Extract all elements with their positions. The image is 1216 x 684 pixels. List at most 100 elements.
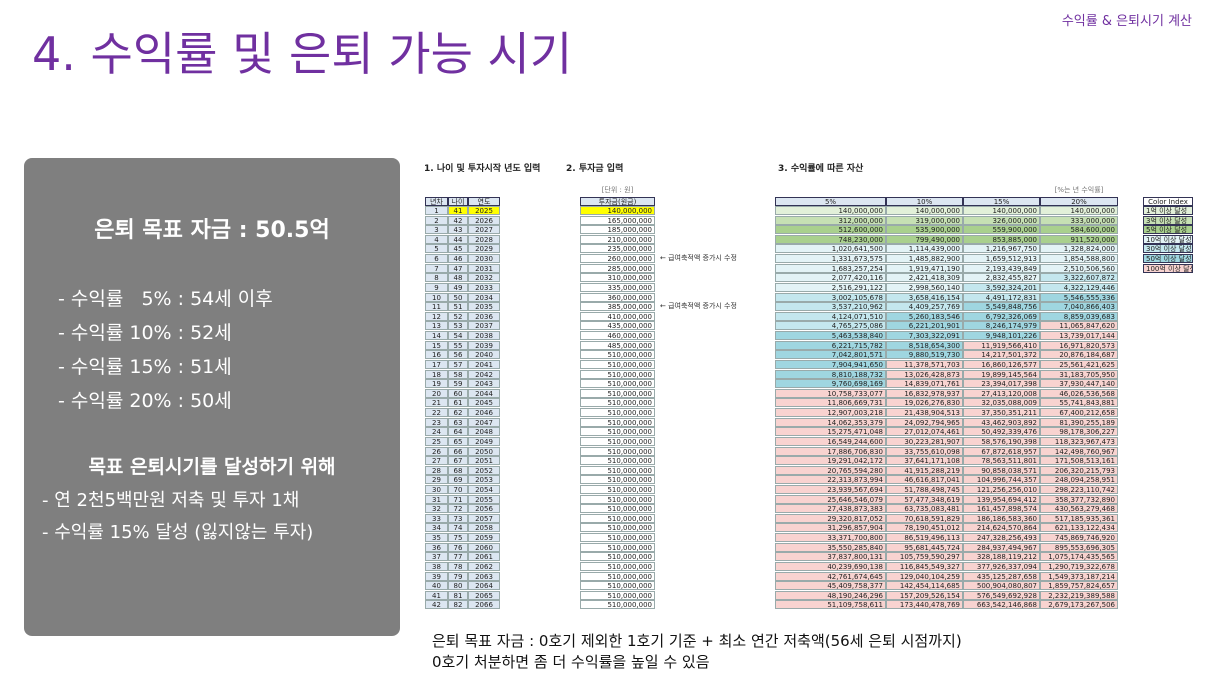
asset-cell: 576,549,692,928 [963, 590, 1040, 600]
year-cell: 50 [448, 292, 468, 302]
asset-cell: 1,328,824,000 [1040, 244, 1118, 254]
year-cell: 80 [448, 581, 468, 591]
year-cell: 43 [448, 225, 468, 235]
asset-cell: 118,323,967,473 [1040, 436, 1118, 446]
asset-cell: 40,239,690,138 [775, 561, 886, 571]
asset-cell: 895,553,696,305 [1040, 542, 1118, 552]
asset-cell: 3,537,210,962 [775, 302, 886, 312]
investment-cell: 510,000,000 [580, 600, 655, 610]
year-cell: 2033 [468, 282, 500, 292]
asset-cell: 41,915,288,219 [886, 465, 963, 475]
investment-cell: 510,000,000 [580, 475, 655, 485]
asset-cell: 27,012,074,461 [886, 427, 963, 437]
asset-cell: 171,508,513,161 [1040, 456, 1118, 466]
asset-cell: 377,926,337,094 [963, 561, 1040, 571]
column-header: 15% [963, 197, 1040, 206]
investment-cell: 510,000,000 [580, 561, 655, 571]
asset-cell: 298,223,110,742 [1040, 484, 1118, 494]
year-cell: 48 [448, 273, 468, 283]
investment-cell: 510,000,000 [580, 436, 655, 446]
investment-cell: 510,000,000 [580, 590, 655, 600]
asset-cell: 517,185,935,361 [1040, 513, 1118, 523]
asset-cell: 559,900,000 [963, 225, 1040, 235]
year-cell: 2030 [468, 254, 500, 264]
asset-cell: 21,438,904,513 [886, 408, 963, 418]
asset-cell: 55,741,843,881 [1040, 398, 1118, 408]
asset-cell: 284,937,494,967 [963, 542, 1040, 552]
column-header: 투자금(원금) [580, 197, 655, 206]
asset-cell: 70,618,591,829 [886, 513, 963, 523]
footnote: 은퇴 목표 자금 : 0호기 제외한 1호기 기준 + 최소 연간 저축액(56… [432, 632, 962, 650]
investment-cell: 235,000,000 [580, 244, 655, 254]
asset-cell: 1,075,174,435,565 [1040, 552, 1118, 562]
year-cell: 29 [425, 475, 448, 485]
year-cell: 25 [425, 436, 448, 446]
year-cell: 7 [425, 263, 448, 273]
year-cell: 40 [425, 581, 448, 591]
asset-cell: 6,221,715,782 [775, 340, 886, 350]
year-cell: 58 [448, 369, 468, 379]
asset-cell: 25,561,421,625 [1040, 359, 1118, 369]
year-cell: 41 [448, 206, 468, 215]
year-cell: 28 [425, 465, 448, 475]
asset-cell: 4,124,071,510 [775, 311, 886, 321]
asset-cell: 67,400,212,658 [1040, 408, 1118, 418]
year-cell: 5 [425, 244, 448, 254]
year-cell: 2034 [468, 292, 500, 302]
year-cell: 36 [425, 542, 448, 552]
asset-cell: 512,600,000 [775, 225, 886, 235]
rate-line: - 수익률 15% : 51세 [58, 356, 232, 378]
asset-cell: 19,291,042,172 [775, 456, 886, 466]
year-cell: 2029 [468, 244, 500, 254]
year-cell: 2047 [468, 417, 500, 427]
asset-cell: 7,303,322,091 [886, 331, 963, 341]
investment-cell: 510,000,000 [580, 398, 655, 408]
column-header: 10% [886, 197, 963, 206]
year-cell: 18 [425, 369, 448, 379]
asset-cell: 31,183,705,950 [1040, 369, 1118, 379]
column-header: 년차 [425, 197, 448, 206]
asset-cell: 15,275,471,048 [775, 427, 886, 437]
investment-cell: 510,000,000 [580, 379, 655, 389]
asset-cell: 27,438,873,383 [775, 504, 886, 514]
asset-cell: 37,350,351,211 [963, 408, 1040, 418]
color-index-item: 100억 이상 달성 [1143, 263, 1193, 273]
color-index-item: 50억 이상 달성 [1143, 254, 1193, 264]
year-cell: 70 [448, 484, 468, 494]
asset-cell: 67,872,618,957 [963, 446, 1040, 456]
year-cell: 2036 [468, 311, 500, 321]
goal: 은퇴 목표 자금 : 50.5억 [94, 218, 330, 243]
asset-cell: 1,859,757,824,657 [1040, 581, 1118, 591]
asset-cell: 1,485,882,900 [886, 254, 963, 264]
year-cell: 2052 [468, 465, 500, 475]
asset-cell: 186,186,583,360 [963, 513, 1040, 523]
investment-cell: 510,000,000 [580, 484, 655, 494]
asset-cell: 14,839,071,761 [886, 379, 963, 389]
asset-cell: 8,859,039,683 [1040, 311, 1118, 321]
year-cell: 42 [448, 215, 468, 225]
year-cell: 2046 [468, 408, 500, 418]
asset-cell: 1,331,673,575 [775, 254, 886, 264]
year-cell: 22 [425, 408, 448, 418]
year-cell: 16 [425, 350, 448, 360]
asset-cell: 9,880,519,730 [886, 350, 963, 360]
section-title: 3. 수익률에 따른 자산 [778, 164, 864, 174]
investment-cell: 510,000,000 [580, 552, 655, 562]
rate-line: - 수익률 10% : 52세 [58, 322, 232, 344]
asset-cell: 430,563,279,468 [1040, 504, 1118, 514]
year-cell: 79 [448, 571, 468, 581]
asset-cell: 853,885,000 [963, 234, 1040, 244]
investment-cell: 510,000,000 [580, 388, 655, 398]
investment-cell: 185,000,000 [580, 225, 655, 235]
year-cell: 2035 [468, 302, 500, 312]
asset-cell: 799,490,000 [886, 234, 963, 244]
asset-cell: 129,040,104,259 [886, 571, 963, 581]
color-index-item: 1억 이상 달성 [1143, 206, 1193, 215]
section-title: 2. 투자금 입력 [566, 164, 624, 174]
asset-cell: 2,510,506,560 [1040, 263, 1118, 273]
asset-cell: 161,457,898,574 [963, 504, 1040, 514]
asset-cell: 1,683,257,254 [775, 263, 886, 273]
asset-cell: 45,409,758,377 [775, 581, 886, 591]
asset-cell: 81,390,255,189 [1040, 417, 1118, 427]
